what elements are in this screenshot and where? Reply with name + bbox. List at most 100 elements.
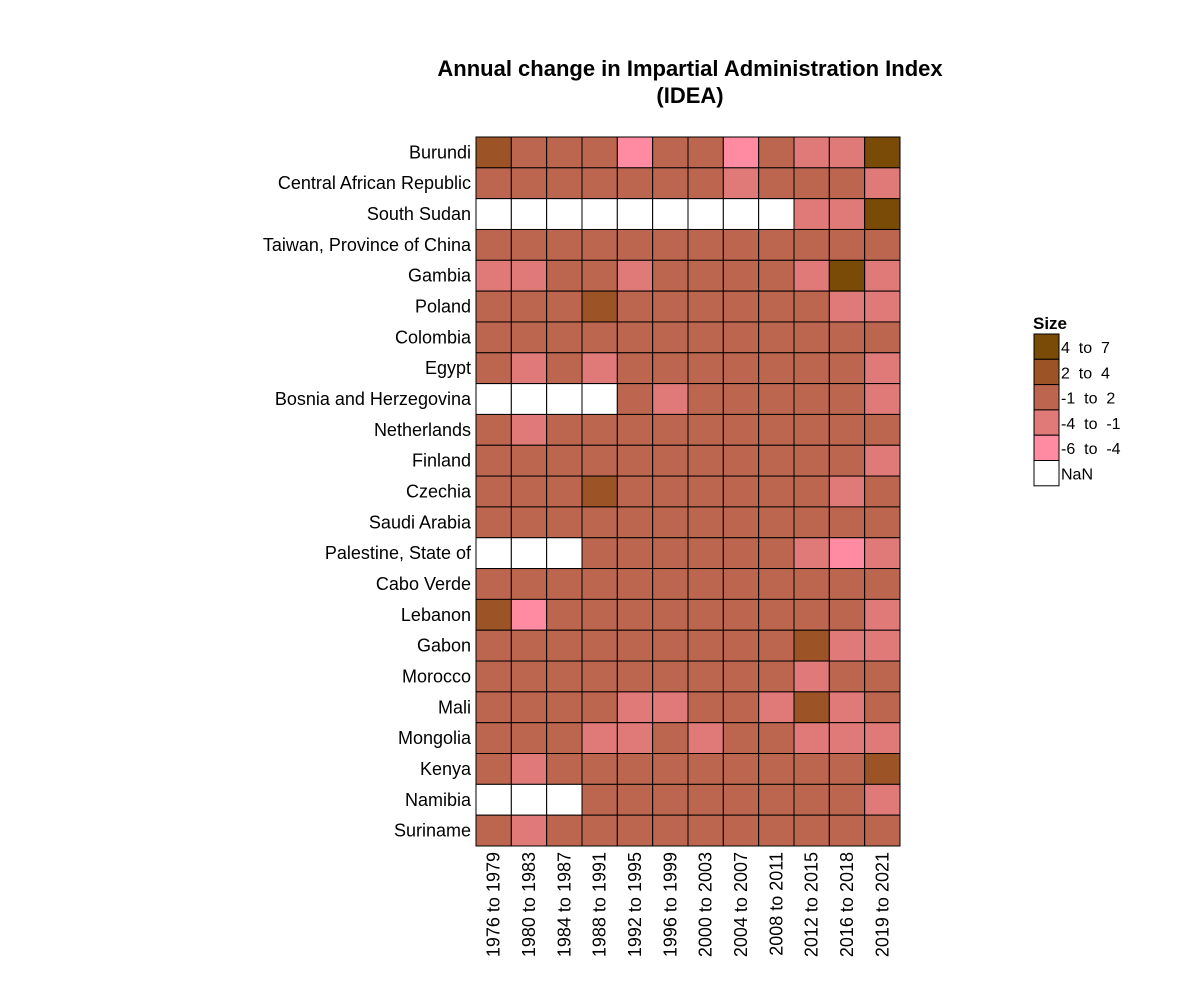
heatmap-cell — [793, 198, 830, 230]
heatmap-cell — [546, 383, 583, 415]
column-label: 2008 to 2011 — [766, 852, 786, 956]
heatmap-cell — [864, 259, 901, 292]
heatmap-cell — [828, 444, 866, 477]
heatmap-cell — [616, 321, 654, 354]
heatmap-cell — [510, 537, 548, 570]
heatmap-cell — [722, 722, 760, 755]
heatmap-cell — [722, 814, 760, 847]
heatmap-cell — [687, 413, 724, 446]
column-label: 2004 to 2007 — [731, 852, 751, 957]
heatmap-cell — [864, 537, 901, 570]
row-label: Mali — [438, 697, 471, 717]
heatmap-cell — [793, 352, 830, 385]
heatmap-cell — [616, 444, 654, 477]
heatmap-cell — [864, 814, 901, 847]
heatmap-cell — [758, 722, 795, 755]
heatmap-cell — [475, 629, 512, 662]
heatmap-cell — [546, 783, 583, 816]
heatmap-cell — [616, 722, 654, 755]
heatmap-cell — [758, 167, 795, 200]
heatmap-cell — [722, 753, 760, 785]
heatmap-cell — [828, 290, 866, 323]
heatmap-cell — [722, 783, 760, 816]
heatmap-cell — [510, 598, 548, 631]
heatmap-cell — [581, 691, 618, 724]
heatmap-cell — [581, 475, 618, 508]
heatmap-cell — [793, 475, 830, 508]
legend-swatch — [1033, 409, 1060, 436]
heatmap-cell — [475, 753, 512, 785]
heatmap-cell — [758, 198, 795, 230]
heatmap-cell — [475, 598, 512, 631]
heatmap-cell — [793, 290, 830, 323]
heatmap-cell — [510, 783, 548, 816]
heatmap-cell — [475, 198, 512, 230]
heatmap-cell — [546, 691, 583, 724]
heatmap-cell — [828, 321, 866, 354]
heatmap-cell — [510, 475, 548, 508]
heatmap-cell — [475, 660, 512, 693]
heatmap-cell — [510, 198, 548, 230]
heatmap-cell — [510, 444, 548, 477]
heatmap-cell — [652, 753, 689, 785]
legend-swatch — [1033, 460, 1060, 487]
heatmap-cell — [828, 259, 866, 292]
heatmap-cell — [864, 352, 901, 385]
heatmap-cell — [652, 660, 689, 693]
heatmap-cell — [793, 753, 830, 785]
legend-label: 4 to 7 — [1061, 340, 1110, 357]
heatmap-cell — [546, 660, 583, 693]
heatmap-cell — [864, 691, 901, 724]
column-label: 2019 to 2021 — [872, 852, 892, 957]
heatmap-cell — [722, 598, 760, 631]
column-label: 2012 to 2015 — [802, 852, 822, 957]
heatmap-cell — [581, 629, 618, 662]
heatmap-cell — [581, 321, 618, 354]
heatmap-cell — [722, 352, 760, 385]
heatmap-cell — [510, 136, 548, 169]
heatmap-cell — [687, 691, 724, 724]
heatmap-cell — [510, 753, 548, 785]
heatmap-cell — [828, 413, 866, 446]
heatmap-cell — [581, 198, 618, 230]
heatmap-cell — [828, 475, 866, 508]
column-label: 2016 to 2018 — [837, 852, 857, 957]
legend-label: -4 to -1 — [1061, 416, 1121, 433]
heatmap-cell — [581, 598, 618, 631]
heatmap-cell — [616, 629, 654, 662]
heatmap-cell — [758, 136, 795, 169]
heatmap-cell — [722, 136, 760, 169]
heatmap-cell — [581, 814, 618, 847]
heatmap-cell — [510, 321, 548, 354]
heatmap-cell — [652, 691, 689, 724]
heatmap-cell — [546, 198, 583, 230]
heatmap-cell — [758, 660, 795, 693]
heatmap-cell — [793, 506, 830, 539]
heatmap-cell — [652, 568, 689, 600]
heatmap-cell — [546, 722, 583, 755]
heatmap-cell — [616, 352, 654, 385]
heatmap-cell — [793, 629, 830, 662]
heatmap-cell — [616, 290, 654, 323]
heatmap-cell — [758, 444, 795, 477]
heatmap-cell — [864, 598, 901, 631]
heatmap-cell — [793, 691, 830, 724]
heatmap-cell — [652, 136, 689, 169]
heatmap-cell — [828, 383, 866, 415]
heatmap-cell — [546, 321, 583, 354]
heatmap-cell — [758, 475, 795, 508]
heatmap-cell — [475, 814, 512, 847]
row-label: Morocco — [402, 666, 471, 686]
heatmap-cell — [652, 352, 689, 385]
heatmap-cell — [581, 290, 618, 323]
heatmap-cell — [687, 660, 724, 693]
heatmap-cell — [546, 506, 583, 539]
column-label: 2000 to 2003 — [696, 852, 716, 957]
legend-title: Size — [1033, 314, 1067, 333]
row-label: Cabo Verde — [376, 574, 471, 594]
heatmap-cell — [581, 167, 618, 200]
heatmap-cell — [758, 413, 795, 446]
heatmap-cell — [510, 814, 548, 847]
heatmap-cell — [687, 753, 724, 785]
